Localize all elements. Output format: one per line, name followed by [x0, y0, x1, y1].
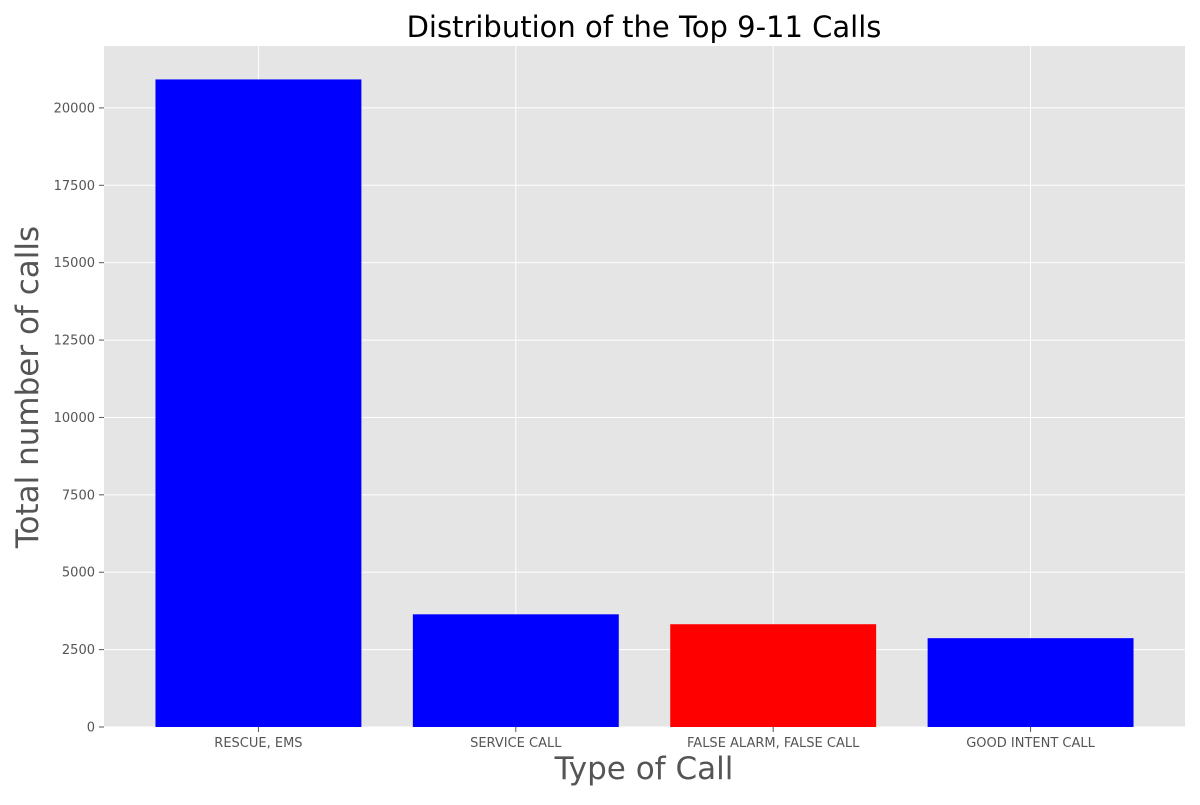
chart-title: Distribution of the Top 9-11 Calls [407, 10, 882, 44]
y-axis-label: Total number of calls [10, 226, 46, 549]
bar [412, 614, 619, 727]
y-tick-label: 5000 [62, 566, 95, 581]
y-tick-label: 15000 [54, 256, 95, 271]
x-axis-ticks: RESCUE, EMS SERVICE CALL FALSE ALARM, FALS… [214, 727, 1096, 751]
y-tick-label: 0 [87, 721, 95, 736]
y-tick-label: 20000 [54, 101, 95, 116]
x-tick-label: FALSE ALARM, FALSE CALL [687, 736, 860, 751]
x-tick-label: SERVICE CALL [470, 736, 562, 751]
y-tick-label: 2500 [62, 643, 95, 658]
y-tick-label: 12500 [54, 334, 95, 349]
x-tick-label: RESCUE, EMS [214, 736, 302, 751]
y-tick-label: 10000 [54, 411, 95, 426]
y-tick-label: 17500 [54, 179, 95, 194]
y-axis-ticks: 0 2500 5000 7500 10000 12500 15000 17500 20000 [54, 101, 104, 736]
y-tick-label: 7500 [62, 488, 95, 503]
x-axis-label: Type of Call [554, 751, 734, 787]
bar [670, 624, 877, 727]
bars [155, 79, 1134, 727]
bar [155, 79, 362, 727]
bar [927, 638, 1134, 727]
x-tick-label: GOOD INTENT CALL [966, 736, 1095, 751]
